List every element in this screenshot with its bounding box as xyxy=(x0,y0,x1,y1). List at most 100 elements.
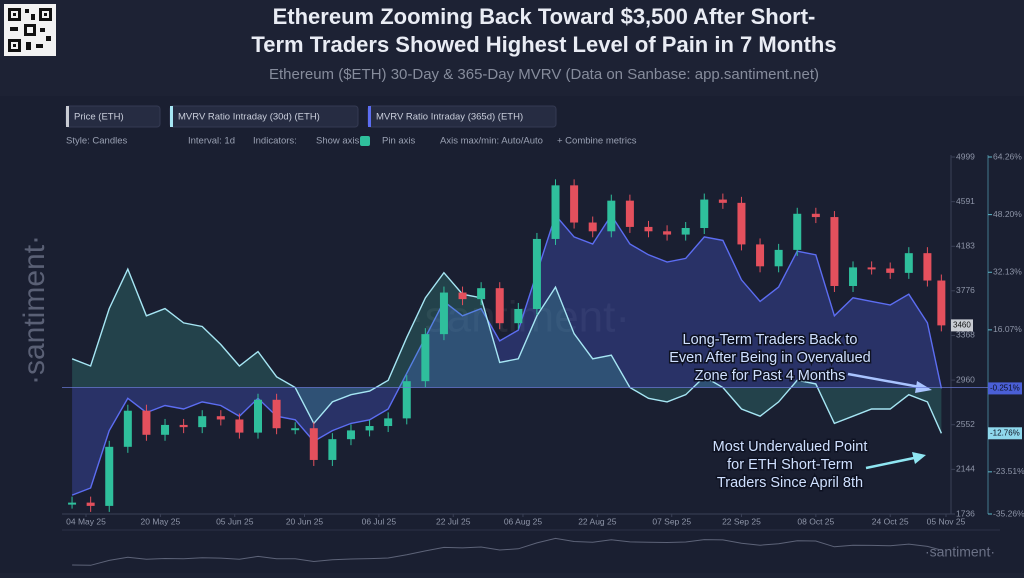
y2-tick-label: 64.26% xyxy=(993,151,1022,161)
candle xyxy=(346,430,355,440)
toolbar-item: Show axis xyxy=(316,136,360,147)
toolbar-item: Indicators: xyxy=(253,136,297,147)
annotation: Zone for Past 4 Months xyxy=(695,368,846,384)
watermark: ·santiment· xyxy=(18,235,51,385)
annotation: Long-Term Traders Back to xyxy=(683,332,858,348)
y-tick-label: 4591 xyxy=(956,196,975,206)
y2-tick-label: 32.13% xyxy=(993,267,1022,277)
candle xyxy=(86,502,95,506)
legend-swatch xyxy=(170,106,173,127)
y-tick-label: 4183 xyxy=(956,241,975,251)
annotation: Even After Being in Overvalued xyxy=(669,350,871,366)
candle xyxy=(756,244,765,267)
candle xyxy=(718,199,727,203)
candle xyxy=(793,213,802,250)
series-line xyxy=(71,267,943,434)
legend-swatch xyxy=(66,106,69,127)
candle xyxy=(179,424,188,428)
toolbar-item: + Combine metrics xyxy=(557,136,637,147)
candle xyxy=(495,288,504,324)
x-tick-label: 22 Aug 25 xyxy=(578,516,617,526)
candle xyxy=(923,253,932,281)
value-tag xyxy=(988,427,1022,440)
value-tag xyxy=(951,319,973,332)
qr-code xyxy=(4,4,56,56)
toolbar-item: Axis max/min: Auto/Auto xyxy=(440,136,543,147)
watermark: ·santiment· xyxy=(925,544,995,560)
candle xyxy=(904,253,913,273)
candle xyxy=(681,228,690,235)
legend-label: MVRV Ratio Intraday (30d) (ETH) xyxy=(178,112,320,123)
x-tick-label: 05 Jun 25 xyxy=(216,516,254,526)
y-tick-label: 3776 xyxy=(956,285,975,295)
candle xyxy=(309,428,318,460)
candle xyxy=(68,502,77,505)
x-tick-label: 22 Sep 25 xyxy=(722,516,761,526)
x-tick-label: 20 May 25 xyxy=(141,516,181,526)
legend-label: Price (ETH) xyxy=(74,112,124,123)
value-label: 3460 xyxy=(953,320,971,329)
candle xyxy=(588,222,597,232)
candle xyxy=(700,199,709,229)
candle xyxy=(105,446,114,506)
candle xyxy=(365,426,374,431)
toolbar-item: Style: Candles xyxy=(66,136,128,147)
candle xyxy=(811,213,820,218)
value-label: -12.76% xyxy=(990,428,1020,437)
candle xyxy=(458,292,467,300)
candle xyxy=(439,292,448,335)
legend-swatch xyxy=(368,106,371,127)
candle xyxy=(886,268,895,273)
candle xyxy=(384,418,393,427)
chart-title: Ethereum Zooming Back Toward $3,500 Afte… xyxy=(273,4,816,29)
annotation: Traders Since April 8th xyxy=(717,475,863,491)
annotation: for ETH Short-Term xyxy=(727,457,853,473)
candle xyxy=(272,399,281,429)
candle xyxy=(328,439,337,460)
annotation-arrow xyxy=(847,372,932,393)
candle xyxy=(123,410,132,447)
x-tick-label: 04 May 25 xyxy=(66,516,106,526)
candle xyxy=(937,280,946,326)
candle xyxy=(421,334,430,382)
candle xyxy=(607,200,616,232)
candle xyxy=(477,288,486,300)
candle xyxy=(551,185,560,239)
series-line xyxy=(71,213,943,496)
value-label: -0.251% xyxy=(990,384,1020,393)
legend-label: MVRV Ratio Intraday (365d) (ETH) xyxy=(376,112,523,123)
y-tick-label: 2960 xyxy=(956,374,975,384)
candle xyxy=(198,416,207,428)
y-tick-label: 3368 xyxy=(956,330,975,340)
chart-title: Term Traders Showed Highest Level of Pai… xyxy=(251,32,836,57)
candle xyxy=(867,267,876,270)
x-tick-label: 06 Jul 25 xyxy=(362,516,397,526)
y-tick-label: 4999 xyxy=(956,151,975,161)
value-tag xyxy=(988,382,1022,395)
x-tick-label: 06 Aug 25 xyxy=(504,516,543,526)
candle xyxy=(161,424,170,435)
candle xyxy=(830,217,839,286)
x-tick-label: 24 Oct 25 xyxy=(872,516,909,526)
area-fill xyxy=(72,215,942,496)
candle xyxy=(625,200,634,227)
annotation-arrow xyxy=(865,452,926,470)
y-tick-label: 1736 xyxy=(956,508,975,518)
toolbar-item: Pin axis xyxy=(382,136,416,147)
x-tick-label: 08 Oct 25 xyxy=(797,516,834,526)
candle xyxy=(402,381,411,419)
toolbar-item: Interval: 1d xyxy=(188,136,235,147)
candle xyxy=(235,419,244,433)
y2-tick-label: 48.20% xyxy=(993,209,1022,219)
candle xyxy=(532,238,541,309)
x-tick-label: 22 Jul 25 xyxy=(436,516,471,526)
x-tick-label: 07 Sep 25 xyxy=(652,516,691,526)
y-tick-label: 2144 xyxy=(956,464,975,474)
candle xyxy=(142,410,151,435)
candle xyxy=(774,249,783,267)
navigator-line xyxy=(72,537,942,566)
y2-tick-label: -35.26% xyxy=(993,508,1024,518)
candle xyxy=(663,231,672,235)
plot xyxy=(68,179,946,512)
